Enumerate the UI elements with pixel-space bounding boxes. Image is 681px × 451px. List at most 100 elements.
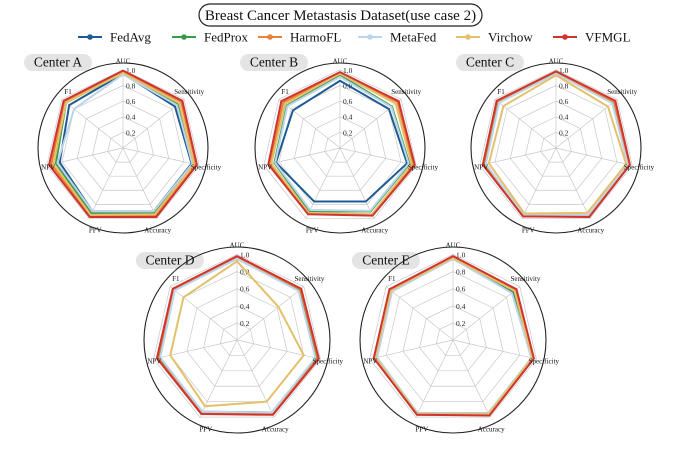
figure-title-box — [198, 3, 483, 27]
axis-label-sensitivity: Sensitivity — [607, 88, 637, 96]
axis-spoke — [415, 339, 454, 418]
series-line-vfmgl — [48, 69, 198, 219]
axis-label-npv: NPV — [258, 164, 272, 172]
axis-label-specificity: Specificity — [191, 164, 222, 172]
axis-label-sensitivity: Sensitivity — [174, 88, 204, 96]
grid-ring — [219, 322, 255, 356]
axis-spoke — [61, 98, 124, 149]
legend-label: VFMGL — [585, 30, 631, 45]
axis-spoke — [521, 147, 557, 219]
panel-title-box — [240, 54, 308, 71]
radial-tick-label: 1.0 — [126, 66, 136, 75]
axis-spoke — [452, 339, 491, 418]
legend-marker — [465, 34, 471, 40]
panel-title-box — [352, 252, 420, 269]
axis-label-ppv: PPV — [199, 426, 212, 434]
axis-label-sensitivity: Sensitivity — [294, 275, 324, 283]
radar-outer-circle — [254, 62, 426, 234]
axis-label-npv: NPV — [363, 357, 377, 365]
series-line-vfmgl — [481, 70, 631, 219]
axis-label-f1: F1 — [388, 275, 396, 283]
series-line-metafed — [484, 72, 629, 216]
radial-tick-label: 0.4 — [240, 302, 250, 311]
axis-label-specificity: Specificity — [529, 357, 560, 365]
series-line-metafed — [56, 73, 194, 213]
grid-ring — [509, 100, 603, 191]
grid-ring — [263, 69, 417, 219]
axis-label-f1: F1 — [497, 88, 505, 96]
axis-spoke — [494, 98, 557, 149]
figure-title-text: Breast Cancer Metastasis Dataset(use cas… — [205, 8, 476, 24]
radial-tick-label: 0.2 — [559, 128, 569, 137]
radar-outer-circle — [359, 246, 547, 434]
legend-label: FedAvg — [110, 30, 151, 45]
axis-spoke — [452, 286, 521, 341]
panel-title-box — [456, 54, 524, 71]
grid-ring — [402, 288, 504, 387]
panel-title-box — [24, 54, 92, 71]
grid-ring — [525, 116, 587, 177]
radar-panels: Center A0.20.40.60.81.0AUCSensitivitySpe… — [24, 54, 655, 434]
radial-tick-label: 1.0 — [240, 250, 250, 259]
legend-item-fedavg: FedAvg — [78, 30, 151, 45]
axis-label-auc: AUC — [446, 242, 461, 250]
radial-tick-label: 0.8 — [559, 81, 569, 90]
panel-title: Center C — [466, 55, 514, 70]
axis-spoke — [339, 147, 375, 219]
grid-ring — [76, 100, 170, 191]
legend-item-virchow: Virchow — [456, 30, 533, 45]
legend-marker — [367, 34, 373, 40]
series-line-virchow — [52, 71, 195, 216]
axis-label-ppv: PPV — [306, 226, 319, 234]
axis-label-ppv: PPV — [522, 226, 535, 234]
radial-tick-label: 0.8 — [126, 81, 136, 90]
radar-outer-circle — [470, 62, 642, 234]
radial-tick-label: 0.2 — [126, 128, 136, 137]
axis-label-auc: AUC — [230, 242, 245, 250]
grid-ring — [479, 69, 633, 219]
series-line-virchow — [374, 256, 534, 415]
panel-title: Center D — [145, 253, 194, 268]
radial-tick-label: 0.4 — [126, 113, 136, 122]
axis-label-auc: AUC — [333, 58, 348, 66]
axis-spoke — [199, 339, 238, 418]
legend-item-harmofl: HarmoFL — [258, 30, 341, 45]
axis-label-npv: NPV — [41, 164, 55, 172]
grid-ring — [324, 131, 356, 163]
panel-title: Center A — [34, 55, 83, 70]
axis-label-auc: AUC — [116, 58, 131, 66]
panel-title-box — [136, 252, 204, 269]
axis-label-accuracy: Accuracy — [262, 426, 289, 434]
series-line-virchow — [270, 72, 413, 216]
legend-label: MetaFed — [390, 30, 437, 45]
legend-item-fedprox: FedProx — [172, 30, 249, 45]
axis-spoke — [555, 147, 633, 166]
grid-ring — [385, 271, 521, 403]
grid-ring — [153, 254, 321, 418]
radar-outer-circle — [37, 62, 209, 234]
axis-spoke — [169, 286, 238, 341]
legend-label: FedProx — [204, 30, 249, 45]
radial-tick-label: 0.4 — [343, 113, 353, 122]
axis-label-f1: F1 — [64, 88, 72, 96]
axis-label-npv: NPV — [147, 357, 161, 365]
radial-tick-label: 0.2 — [343, 128, 353, 137]
axis-spoke — [305, 147, 341, 219]
legend-label: HarmoFL — [290, 30, 341, 45]
axis-label-accuracy: Accuracy — [478, 426, 505, 434]
series-line-metafed — [159, 257, 317, 414]
axis-spoke — [369, 339, 454, 360]
axis-label-specificity: Specificity — [408, 164, 439, 172]
axis-label-ppv: PPV — [415, 426, 428, 434]
grid-ring — [293, 100, 387, 191]
grid-ring — [186, 288, 288, 387]
axis-label-ppv: PPV — [89, 226, 102, 234]
axis-spoke — [153, 339, 238, 360]
radial-tick-label: 1.0 — [456, 250, 466, 259]
radial-tick-label: 0.2 — [240, 319, 250, 328]
axis-spoke — [479, 147, 557, 166]
